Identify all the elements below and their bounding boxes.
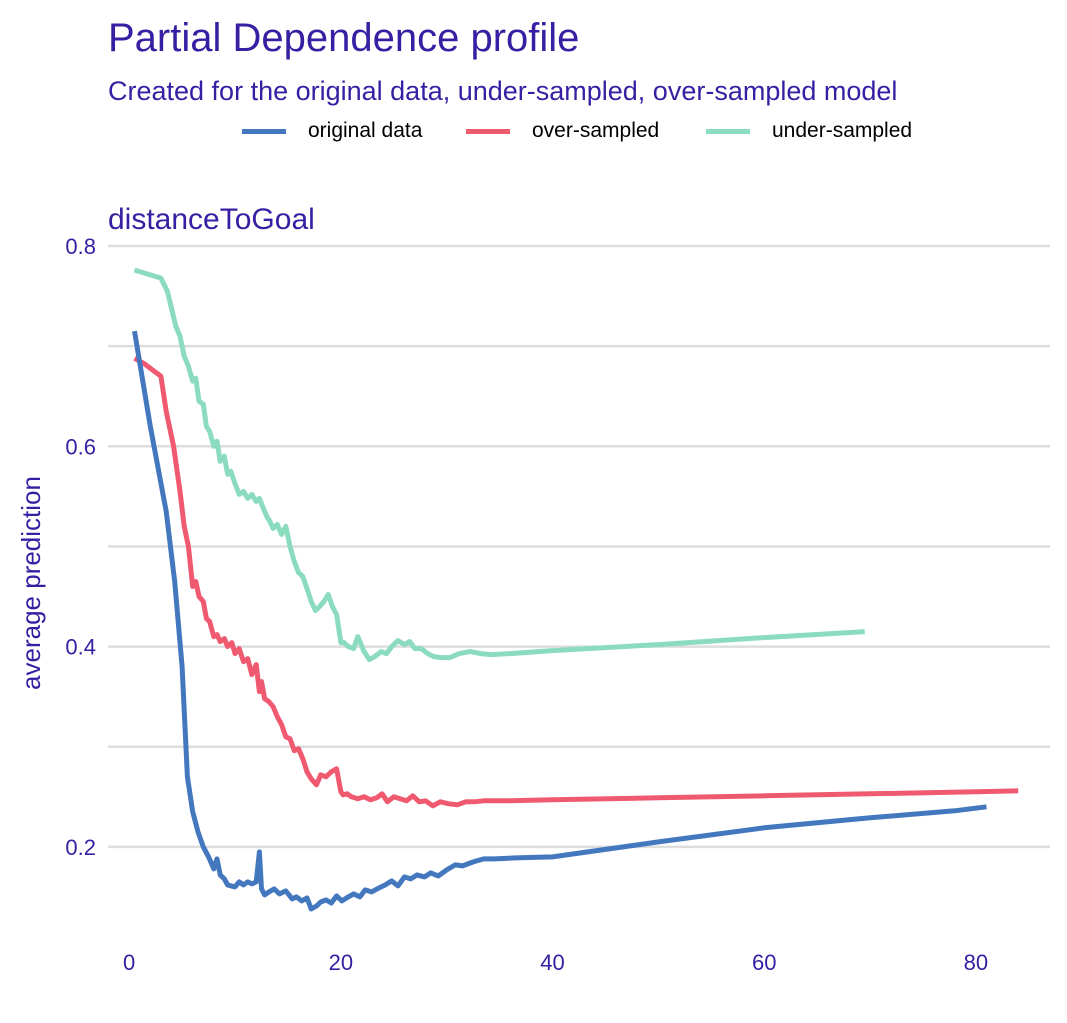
legend-swatch-over-sampled bbox=[466, 128, 510, 134]
y-tick-label: 0.2 bbox=[65, 835, 96, 860]
legend-label-under-sampled: under-sampled bbox=[772, 119, 913, 142]
y-axis-label: average prediction bbox=[16, 476, 46, 690]
series-line-under-sampled bbox=[133, 267, 865, 663]
x-axis-ticks: 0 20 40 60 80 bbox=[123, 950, 988, 975]
legend-item-original-data: original data bbox=[242, 116, 422, 146]
legend-item-over-sampled: over-sampled bbox=[466, 116, 659, 146]
x-tick-label: 20 bbox=[329, 950, 353, 975]
y-tick-label: 0.4 bbox=[65, 635, 96, 660]
x-tick-label: 40 bbox=[540, 950, 564, 975]
x-tick-label: 80 bbox=[964, 950, 988, 975]
series-line-over-sampled bbox=[133, 356, 1019, 809]
legend-swatch-original-data bbox=[242, 128, 286, 134]
x-tick-label: 60 bbox=[752, 950, 776, 975]
legend-label-over-sampled: over-sampled bbox=[532, 119, 660, 142]
legend-swatch-under-sampled bbox=[706, 128, 750, 134]
y-tick-label: 0.8 bbox=[65, 234, 96, 259]
x-tick-label: 0 bbox=[123, 950, 135, 975]
y-axis-ticks: 0.2 0.4 0.6 0.8 bbox=[65, 234, 96, 860]
grid-lines bbox=[108, 244, 1050, 849]
chart-subtitle: Created for the original data, under-sam… bbox=[108, 76, 898, 106]
series-lines bbox=[132, 267, 1019, 912]
legend-item-under-sampled: under-sampled bbox=[706, 116, 912, 146]
panel-title: distanceToGoal bbox=[108, 203, 315, 236]
series-line-original-data bbox=[132, 330, 987, 912]
chart-title: Partial Dependence profile bbox=[108, 16, 580, 60]
y-tick-label: 0.6 bbox=[65, 434, 96, 459]
chart-legend: original data over-sampled under-sampled bbox=[0, 116, 1067, 146]
legend-label-original-data: original data bbox=[308, 119, 423, 142]
